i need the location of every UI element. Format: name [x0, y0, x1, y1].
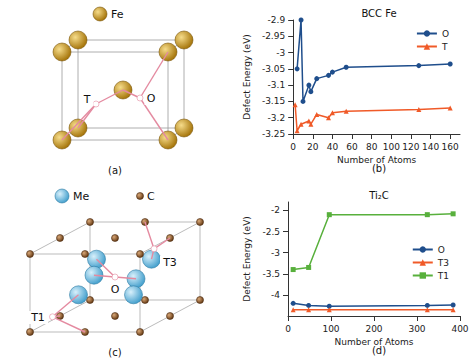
svg-text:Ti₂C: Ti₂C [368, 190, 389, 201]
svg-text:200: 200 [365, 324, 382, 334]
svg-text:O: O [147, 92, 156, 105]
svg-text:(c): (c) [108, 347, 121, 358]
svg-text:-3: -3 [271, 248, 280, 258]
svg-text:(a): (a) [108, 165, 122, 176]
svg-text:0: 0 [285, 324, 291, 334]
svg-text:-3.25: -3.25 [262, 129, 285, 139]
svg-text:T3: T3 [162, 256, 177, 269]
svg-text:0: 0 [290, 142, 296, 152]
svg-text:-2.9: -2.9 [268, 15, 286, 25]
svg-text:(b): (b) [372, 163, 386, 174]
svg-text:Number of Atoms: Number of Atoms [334, 337, 414, 348]
svg-text:Number of Atoms: Number of Atoms [337, 155, 417, 166]
svg-text:100: 100 [322, 324, 339, 334]
svg-text:160: 160 [442, 142, 459, 152]
svg-text:-3.05: -3.05 [262, 64, 285, 74]
svg-text:-3.15: -3.15 [262, 96, 285, 106]
svg-text:-3: -3 [276, 48, 285, 58]
svg-text:80: 80 [366, 142, 378, 152]
svg-text:Fe: Fe [111, 8, 124, 21]
svg-text:C: C [147, 190, 155, 203]
svg-text:(d): (d) [372, 345, 386, 356]
svg-text:Me: Me [73, 190, 89, 203]
svg-text:400: 400 [451, 324, 468, 334]
svg-text:60: 60 [346, 142, 358, 152]
svg-text:T: T [441, 42, 448, 52]
svg-text:100: 100 [383, 142, 400, 152]
svg-text:-2.95: -2.95 [262, 31, 285, 41]
svg-text:Defect Energy (eV): Defect Energy (eV) [242, 216, 252, 302]
svg-text:O: O [438, 245, 445, 255]
svg-text:-4: -4 [271, 290, 280, 300]
svg-text:20: 20 [307, 142, 319, 152]
svg-text:T1: T1 [437, 271, 449, 281]
svg-text:300: 300 [408, 324, 425, 334]
svg-text:O: O [442, 29, 449, 39]
svg-text:BCC Fe: BCC Fe [361, 8, 396, 19]
svg-text:T1: T1 [30, 311, 45, 324]
svg-text:-3.1: -3.1 [268, 80, 286, 90]
svg-text:O: O [111, 283, 120, 296]
svg-text:T: T [83, 93, 91, 106]
svg-text:Defect Energy (eV): Defect Energy (eV) [242, 34, 252, 120]
svg-text:40: 40 [327, 142, 339, 152]
svg-text:140: 140 [422, 142, 439, 152]
svg-text:-3.5: -3.5 [262, 269, 280, 279]
svg-text:T3: T3 [437, 258, 449, 268]
svg-text:-3.2: -3.2 [268, 113, 286, 123]
svg-text:-2: -2 [271, 205, 280, 215]
svg-text:-2.5: -2.5 [262, 227, 280, 237]
svg-text:120: 120 [402, 142, 419, 152]
